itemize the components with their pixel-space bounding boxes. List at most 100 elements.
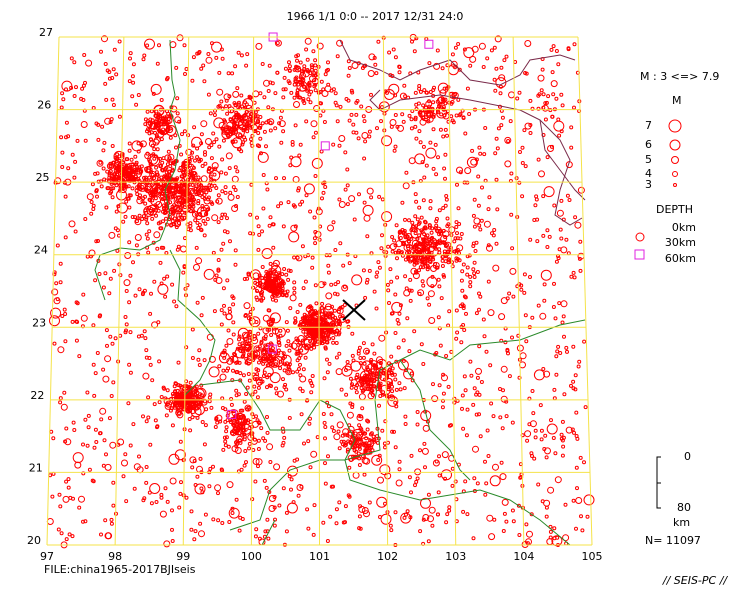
quake xyxy=(273,463,281,471)
quake xyxy=(305,69,310,74)
quake xyxy=(137,454,141,459)
quake xyxy=(213,277,218,282)
border xyxy=(229,459,571,546)
quake xyxy=(483,220,491,228)
quake xyxy=(468,63,473,68)
quake xyxy=(427,252,432,257)
quake xyxy=(226,481,234,489)
quake xyxy=(312,236,317,241)
quake xyxy=(426,539,431,544)
quake xyxy=(428,199,433,204)
quake xyxy=(563,502,568,507)
quake xyxy=(573,387,578,392)
quake xyxy=(59,531,64,536)
quake xyxy=(573,373,578,378)
quake xyxy=(570,427,575,432)
quake xyxy=(542,447,547,451)
quake xyxy=(478,294,483,299)
quake xyxy=(308,304,313,309)
quake xyxy=(144,210,149,215)
quake xyxy=(250,497,255,502)
quake xyxy=(426,247,431,252)
quake xyxy=(413,90,418,95)
quake xyxy=(472,445,479,453)
epicenter-mark xyxy=(342,299,366,321)
quake xyxy=(204,185,209,190)
quake xyxy=(461,509,466,514)
quake xyxy=(183,286,188,291)
quake xyxy=(211,464,215,469)
quake xyxy=(242,98,254,110)
quake xyxy=(310,318,315,323)
quake xyxy=(295,88,300,93)
quake xyxy=(184,345,189,350)
quake xyxy=(289,90,294,95)
quake xyxy=(548,108,553,113)
quake xyxy=(455,231,459,236)
province-border xyxy=(369,89,586,201)
quake xyxy=(216,258,221,262)
quake xyxy=(427,515,434,523)
quake xyxy=(479,380,484,384)
quake xyxy=(114,209,119,214)
quake xyxy=(464,167,472,175)
quake xyxy=(211,131,216,136)
quake xyxy=(248,125,253,130)
quake xyxy=(554,476,562,484)
quake xyxy=(248,112,253,117)
quake xyxy=(551,535,563,547)
scale-bottom: 80 xyxy=(677,501,691,514)
quake xyxy=(307,83,312,88)
quake xyxy=(170,508,174,513)
quake xyxy=(397,70,402,75)
file-label: FILE:china1965-2017BJIseis xyxy=(44,563,196,576)
quake xyxy=(268,495,276,502)
quake xyxy=(108,163,113,168)
quake xyxy=(362,472,367,477)
quake xyxy=(278,328,283,333)
quake xyxy=(256,247,261,252)
quake xyxy=(268,80,273,85)
quake xyxy=(179,480,183,485)
quake xyxy=(437,208,442,213)
quake xyxy=(158,260,163,265)
quake xyxy=(524,40,532,47)
quake xyxy=(342,303,347,307)
quake xyxy=(149,210,154,215)
quake xyxy=(326,263,331,268)
quake xyxy=(109,441,117,449)
quake xyxy=(282,385,287,389)
quake xyxy=(401,119,406,124)
quake xyxy=(58,396,63,401)
quake xyxy=(179,152,184,157)
border xyxy=(399,359,471,481)
quake xyxy=(117,114,122,119)
quake xyxy=(582,339,587,344)
quake xyxy=(255,215,259,220)
quake xyxy=(282,176,286,181)
quake xyxy=(371,454,383,466)
quake xyxy=(110,76,115,80)
quake xyxy=(211,250,216,255)
quake xyxy=(345,167,350,172)
quake xyxy=(331,220,336,225)
quake xyxy=(238,515,243,520)
quake xyxy=(474,311,479,316)
quake xyxy=(397,381,402,386)
quake xyxy=(317,237,322,242)
quake xyxy=(190,183,195,187)
quake xyxy=(274,292,279,297)
quake xyxy=(381,370,385,375)
quake xyxy=(126,196,131,201)
quake xyxy=(557,301,562,306)
quake xyxy=(155,425,159,430)
quake xyxy=(161,156,166,161)
quake xyxy=(488,533,496,541)
quake xyxy=(392,429,396,434)
quake xyxy=(181,168,186,172)
quake xyxy=(259,339,264,344)
quake xyxy=(159,395,164,399)
quake xyxy=(164,114,169,119)
y-tick-label: 21 xyxy=(29,461,43,474)
